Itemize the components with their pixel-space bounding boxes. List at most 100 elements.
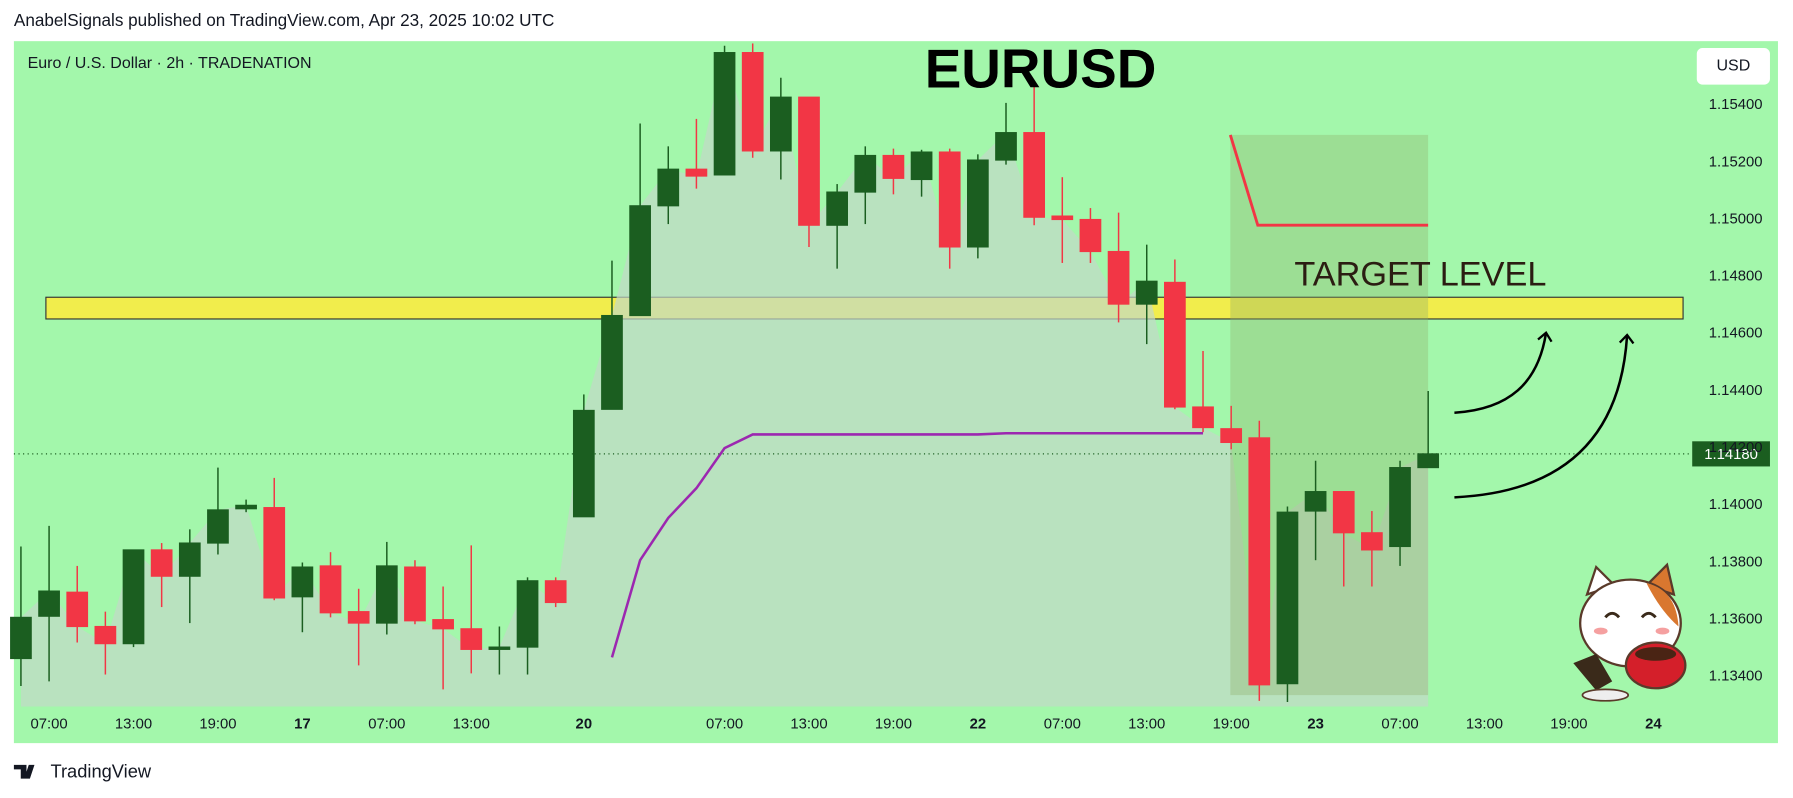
x-tick-label: 22 — [970, 717, 987, 733]
x-tick-label: 07:00 — [1044, 717, 1081, 733]
candle-body — [1051, 215, 1074, 221]
arrow — [1454, 330, 1553, 414]
candle-body — [629, 205, 651, 317]
candle-body — [995, 132, 1017, 161]
candle-body — [1164, 281, 1186, 408]
mid-layer — [10, 43, 1690, 702]
candle-body — [291, 566, 314, 598]
candle-body — [1332, 491, 1355, 534]
candle-body — [882, 154, 905, 179]
y-tick-label: 1.13800 — [1709, 554, 1763, 570]
current-price-label: 1.14180 — [1704, 447, 1758, 463]
candle-body — [544, 580, 567, 604]
price-area — [20, 52, 1429, 707]
candle-body — [1304, 491, 1327, 512]
candle-body — [1023, 132, 1046, 218]
candle-body — [488, 646, 511, 650]
y-tick-label: 1.13400 — [1709, 669, 1763, 685]
x-tick-label: 20 — [576, 717, 593, 733]
candle-body — [10, 616, 32, 660]
candle-body — [1079, 218, 1102, 253]
candle-body — [460, 628, 483, 650]
under-layer — [20, 52, 1684, 707]
x-tick-label: 17 — [294, 717, 311, 733]
x-tick-label: 07:00 — [30, 717, 67, 733]
candle-body — [150, 549, 173, 577]
x-tick-label: 07:00 — [1381, 717, 1418, 733]
candle-body — [375, 565, 398, 624]
candle-body — [1107, 250, 1130, 305]
zone-label: TARGET LEVEL — [1294, 256, 1546, 294]
candle-body — [572, 409, 595, 518]
candle-body — [938, 151, 961, 248]
y-tick-label: 1.15000 — [1709, 211, 1763, 227]
current-price-box — [1692, 441, 1770, 467]
x-tick-label: 19:00 — [1213, 717, 1250, 733]
projection-path — [1228, 134, 1429, 227]
candle-body — [798, 96, 820, 226]
candle-body — [66, 591, 89, 628]
x-tick-label: 07:00 — [706, 717, 743, 733]
candle-body — [404, 566, 426, 622]
candle-body — [1220, 428, 1243, 444]
candle-body — [1361, 532, 1383, 551]
candle-body — [516, 580, 539, 648]
candle-body — [966, 159, 989, 248]
x-tick-label: 19:00 — [875, 717, 912, 733]
symbol-label: Euro / U.S. Dollar · 2h · TRADENATION — [28, 55, 312, 72]
candle-body — [1135, 280, 1158, 305]
candle-body — [741, 52, 764, 152]
x-tick-label: 13:00 — [1466, 717, 1503, 733]
x-tick-label: 19:00 — [199, 717, 236, 733]
candle-body — [1417, 453, 1440, 469]
candle-body — [122, 549, 145, 645]
x-tick-label: 24 — [1645, 717, 1662, 733]
y-tick-label: 1.14400 — [1709, 383, 1763, 399]
candle-body — [432, 619, 454, 630]
arrow — [1454, 333, 1635, 499]
candle-body — [347, 611, 370, 624]
footer-brand: TradingView — [13, 761, 152, 782]
y-tick-label: 1.13600 — [1709, 612, 1763, 628]
x-tick-label: 13:00 — [790, 717, 827, 733]
currency-label: USD — [1716, 58, 1750, 75]
candle-body — [826, 191, 848, 226]
candle-body — [178, 542, 201, 577]
x-tick-label: 13:00 — [115, 717, 152, 733]
candle-body — [1389, 467, 1411, 548]
candle-body — [657, 168, 680, 207]
mascot — [1573, 562, 1687, 702]
currency-box — [1696, 48, 1770, 85]
x-tick-label: 23 — [1307, 717, 1324, 733]
candle-body — [1248, 437, 1271, 686]
candle-body — [319, 565, 342, 614]
candle-body — [1192, 406, 1214, 429]
x-tick-label: 07:00 — [368, 717, 405, 733]
y-tick-label: 1.14000 — [1709, 497, 1763, 513]
candle-body — [1276, 511, 1299, 685]
candle-body — [38, 590, 60, 617]
y-tick-label: 1.14600 — [1709, 326, 1763, 342]
brand-name: TradingView — [50, 761, 151, 782]
over-layer: TARGET LEVEL 1.14180 1.13400 1.13600 1.13800… — [30, 97, 1770, 733]
candle-body — [910, 151, 933, 181]
y-tick-label: 1.15200 — [1709, 154, 1763, 170]
candle-body — [713, 52, 736, 176]
chart-title: EURUSD — [925, 38, 1157, 100]
candle-body — [685, 168, 708, 177]
candle-body — [854, 154, 877, 193]
brand-logo — [13, 764, 35, 779]
candle-body — [769, 96, 792, 152]
y-tick-label: 1.14800 — [1709, 269, 1763, 285]
candle-body — [235, 504, 257, 510]
candle-body — [94, 625, 117, 645]
x-tick-label: 13:00 — [1128, 717, 1165, 733]
ma-line — [610, 432, 1204, 658]
y-tick-label: 1.14200 — [1709, 440, 1763, 456]
candle-body — [263, 507, 286, 599]
publish-header: AnabelSignals published on TradingView.c… — [14, 10, 554, 30]
y-tick-label: 1.15400 — [1709, 97, 1763, 113]
x-tick-label: 19:00 — [1550, 717, 1587, 733]
